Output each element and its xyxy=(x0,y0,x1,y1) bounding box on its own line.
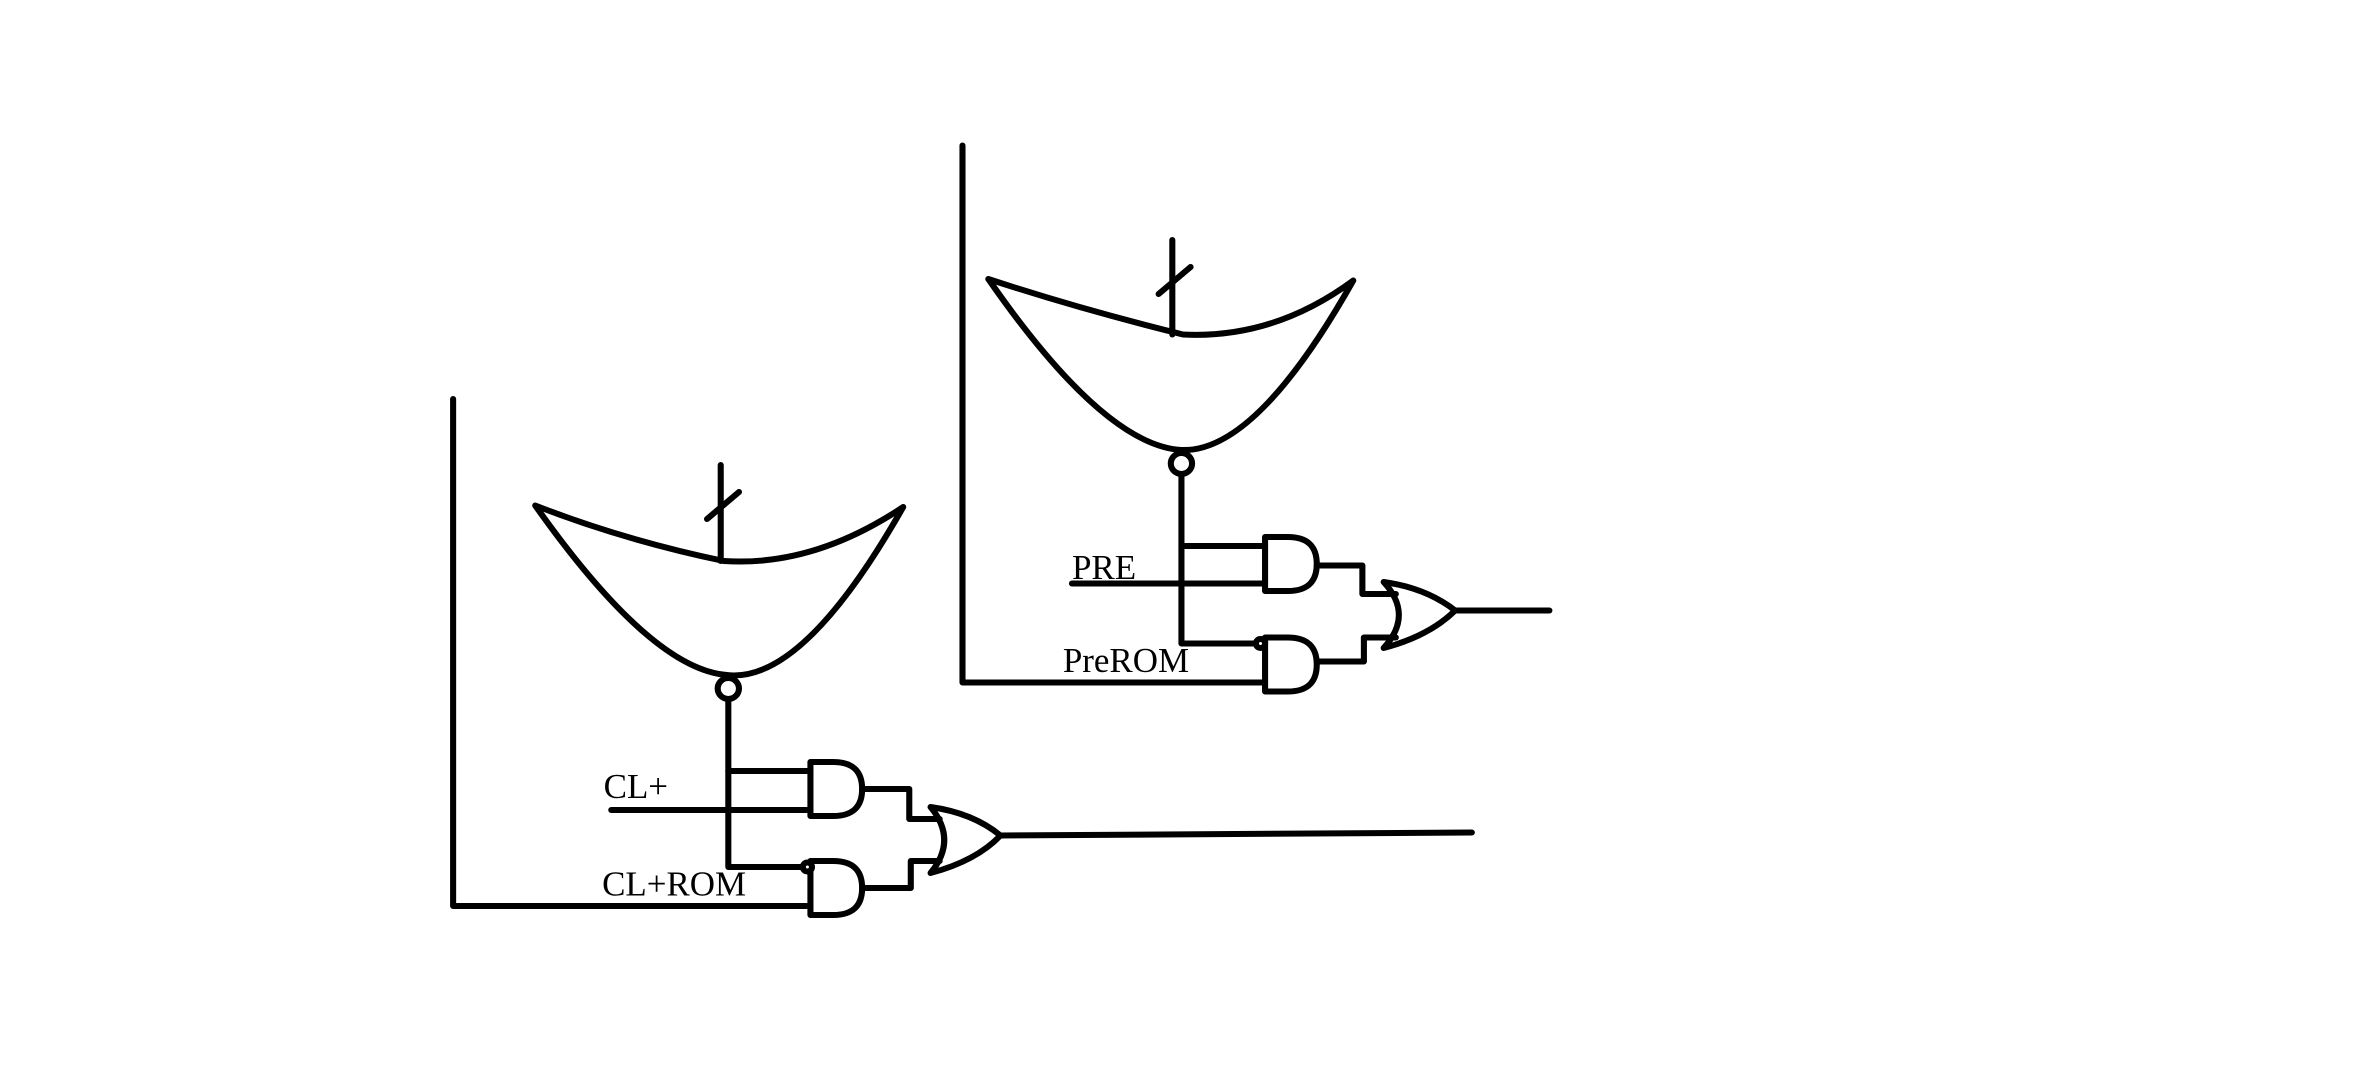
output-wire xyxy=(997,829,1475,839)
and-input-bubble xyxy=(799,859,815,875)
inversion-bubble xyxy=(1167,450,1196,477)
output-branch-wire xyxy=(725,696,808,870)
circuit-upper: PRE PreROM xyxy=(959,142,1553,695)
and-input-bubble xyxy=(1252,636,1269,651)
selector-bowl xyxy=(985,276,1357,454)
and1-to-or-wire xyxy=(859,786,943,822)
signal-label: PRE xyxy=(1072,548,1136,587)
and1-to-or-wire xyxy=(1313,562,1399,597)
and2-to-or-wire xyxy=(859,858,943,891)
rom-label: PreROM xyxy=(1063,641,1189,680)
rom-label: CL+ROM xyxy=(602,865,746,904)
and-gate-2 xyxy=(807,858,866,918)
selector-bowl xyxy=(532,502,907,679)
circuit-lower: CL+ CL+ROM xyxy=(450,396,1475,918)
feedback-wire xyxy=(450,396,814,909)
bus-slash xyxy=(703,489,743,522)
and-gate-1 xyxy=(807,759,866,819)
or-gate xyxy=(1380,579,1459,651)
and-gate-2 xyxy=(1262,634,1320,695)
and2-to-or-wire xyxy=(1313,634,1399,665)
feedback-wire xyxy=(959,142,1269,686)
bus-slash xyxy=(1155,264,1194,297)
signal-label: CL+ xyxy=(604,767,668,806)
output-branch-wire xyxy=(1178,471,1263,647)
inversion-bubble xyxy=(714,675,743,702)
and-gate-1 xyxy=(1262,534,1320,594)
or-gate xyxy=(927,804,1004,876)
